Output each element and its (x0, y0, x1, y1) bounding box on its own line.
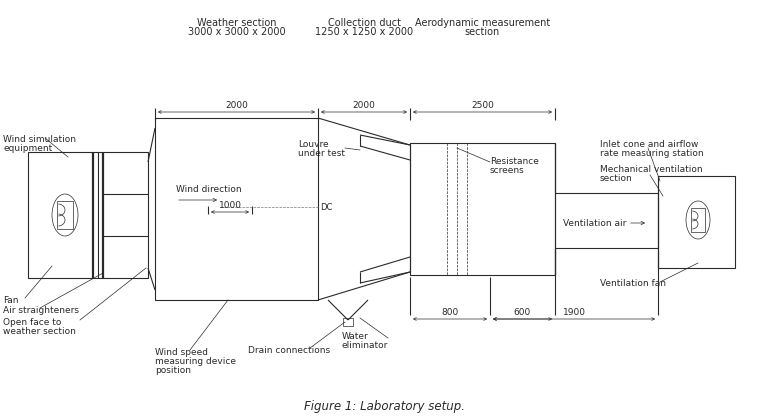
Text: 2000: 2000 (225, 101, 248, 110)
Bar (691, 208, 705, 232)
Text: Aerodynamic measurement: Aerodynamic measurement (415, 18, 550, 28)
Text: Air straighteners: Air straighteners (3, 306, 79, 315)
Bar (555, 193, 658, 248)
Text: 600: 600 (514, 308, 531, 317)
Text: 2500: 2500 (471, 101, 494, 110)
Text: eliminator: eliminator (342, 341, 389, 350)
Text: weather section: weather section (3, 327, 76, 336)
Bar (155, 118, 318, 300)
Text: 2000: 2000 (353, 101, 376, 110)
Text: Collection duct: Collection duct (327, 18, 400, 28)
Text: 1250 x 1250 x 2000: 1250 x 1250 x 2000 (315, 27, 413, 37)
Text: Drain connections: Drain connections (248, 346, 330, 355)
Text: Open face to: Open face to (3, 318, 61, 327)
Text: section: section (600, 174, 633, 183)
Bar (28, 152, 148, 278)
Text: Wind direction: Wind direction (176, 185, 242, 194)
Text: Mechanical ventilation: Mechanical ventilation (600, 165, 703, 174)
Text: 1000: 1000 (219, 201, 241, 210)
Text: Fan: Fan (3, 296, 18, 305)
Text: Weather section: Weather section (197, 18, 276, 28)
Text: position: position (155, 366, 191, 375)
Text: rate measuring station: rate measuring station (600, 149, 703, 158)
Text: Inlet cone and airflow: Inlet cone and airflow (600, 140, 698, 149)
Text: 800: 800 (442, 308, 458, 317)
Text: Louvre: Louvre (298, 140, 329, 149)
Text: under test: under test (298, 149, 345, 158)
Bar (343, 318, 353, 326)
Text: equipment: equipment (3, 144, 52, 153)
Text: Figure 1: Laboratory setup.: Figure 1: Laboratory setup. (303, 400, 465, 413)
Text: Wind simulation: Wind simulation (3, 135, 76, 144)
Text: section: section (465, 27, 500, 37)
Text: screens: screens (490, 166, 525, 175)
Text: Ventilation fan: Ventilation fan (600, 279, 666, 288)
Text: Ventilation air: Ventilation air (563, 218, 627, 228)
Bar (57, 201, 73, 229)
Text: 3000 x 3000 x 2000: 3000 x 3000 x 2000 (187, 27, 286, 37)
Bar (658, 176, 735, 268)
Text: 1900: 1900 (562, 308, 585, 317)
Text: DC: DC (320, 202, 333, 212)
Text: Wind speed: Wind speed (155, 348, 208, 357)
Text: Water: Water (342, 332, 369, 341)
Bar (410, 143, 555, 275)
Text: Resistance: Resistance (490, 157, 539, 166)
Text: measuring device: measuring device (155, 357, 236, 366)
